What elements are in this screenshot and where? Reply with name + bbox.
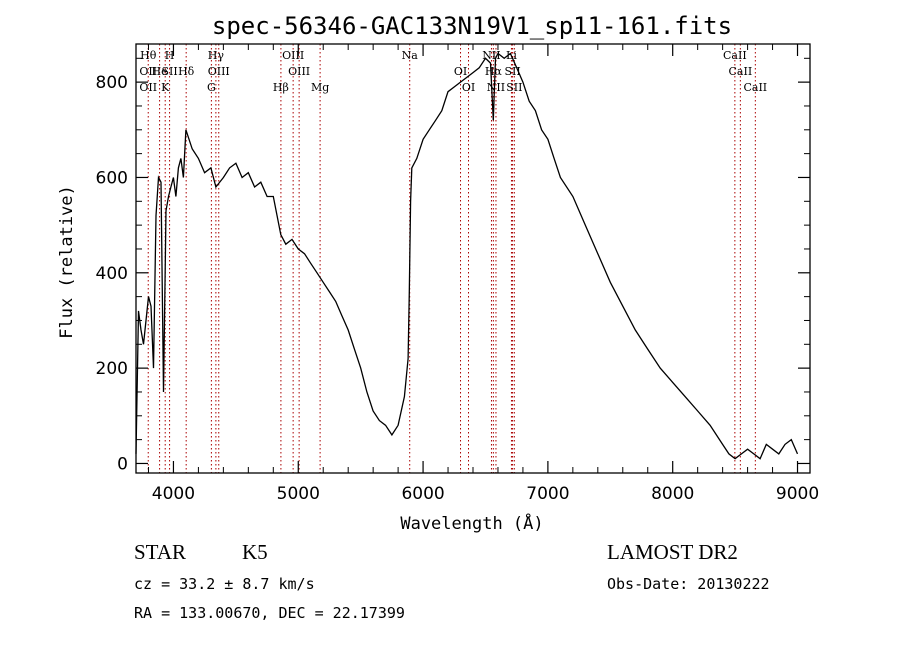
- spectrum-line: [135, 52, 799, 460]
- marker-label: OI: [462, 81, 475, 94]
- marker-label: Hγ: [208, 49, 225, 62]
- marker-label: CaII: [723, 49, 747, 62]
- x-tick-label: 5000: [277, 484, 320, 504]
- marker-label: SII: [506, 81, 522, 94]
- marker-label: OIII: [288, 65, 310, 78]
- x-tick-label: 8000: [651, 484, 694, 504]
- y-tick-label: 0: [117, 454, 128, 474]
- marker-label: OII: [139, 81, 157, 94]
- object-class: STAR: [134, 540, 186, 564]
- marker-label: K: [161, 81, 170, 94]
- y-tick-label: 200: [96, 359, 128, 379]
- marker-label: Hδ: [178, 65, 195, 78]
- x-axis-label: Wavelength (Å): [400, 512, 543, 534]
- x-tick-label: 7000: [526, 484, 569, 504]
- marker-label: OI: [454, 65, 467, 78]
- marker-label: OIII: [282, 49, 304, 62]
- x-tick-label: 9000: [776, 484, 819, 504]
- marker-label: Hθ: [140, 49, 157, 62]
- coordinates: RA = 133.00670, DEC = 22.17399: [134, 604, 405, 622]
- y-tick-label: 600: [96, 168, 128, 188]
- marker-label: OII: [139, 65, 157, 78]
- x-tick-label: 6000: [401, 484, 444, 504]
- marker-label: Mg: [311, 81, 329, 94]
- chart-title: spec-56346-GAC133N19V1_sp11-161.fits: [212, 12, 732, 40]
- plot-frame: [135, 43, 811, 474]
- marker-label: OIII: [208, 65, 230, 78]
- marker-label: NII: [487, 81, 505, 94]
- marker-label: CaII: [743, 81, 767, 94]
- line-markers: [147, 44, 756, 473]
- marker-label: G: [207, 81, 216, 94]
- axis-tick-labels: 4000 5000 6000 7000 8000 9000 0 200 400 600 800: [96, 73, 820, 504]
- marker-label: Hβ: [273, 81, 289, 94]
- y-tick-label: 800: [96, 73, 128, 93]
- observation-date: Obs-Date: 20130222: [607, 575, 770, 593]
- object-subclass: K5: [242, 540, 268, 564]
- y-axis-label: Flux (relative): [57, 185, 77, 339]
- x-tick-label: 4000: [152, 484, 195, 504]
- survey-name: LAMOST DR2: [607, 540, 738, 564]
- axis-ticks: [136, 44, 810, 473]
- y-tick-label: 400: [96, 264, 128, 284]
- marker-label: H: [165, 49, 175, 62]
- marker-label: CaII: [729, 65, 753, 78]
- marker-label: Na: [402, 49, 419, 62]
- marker-label: SII: [161, 65, 177, 78]
- redshift-velocity: cz = 33.2 ± 8.7 km/s: [134, 575, 315, 593]
- marker-label: He: [152, 65, 168, 78]
- marker-label: Hα: [485, 65, 503, 78]
